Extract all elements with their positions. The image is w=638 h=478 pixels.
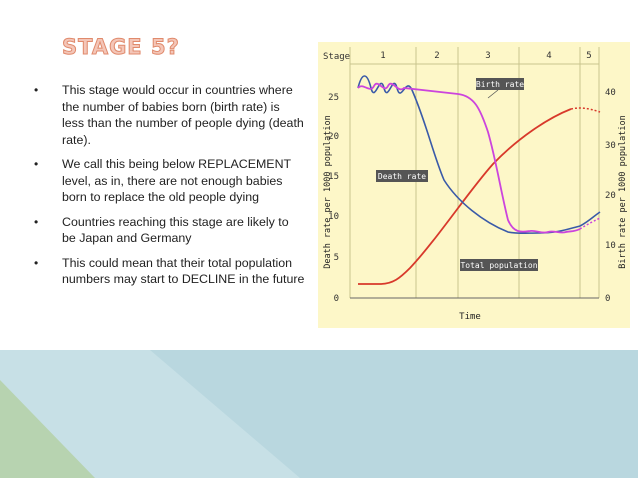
stage-2-label: 2 [434, 51, 439, 61]
death-rate-curve [357, 75, 601, 235]
birth-rate-callout-text: Birth rate [476, 80, 524, 89]
bullet-text: This stage would occur in countries wher… [62, 83, 304, 147]
right-tick: 0 [605, 294, 610, 304]
bullet-item: • Countries reaching this stage are likel… [30, 214, 305, 247]
bullet-dot-icon: • [34, 157, 39, 171]
bullet-item: • We call this being below REPLACEMENT le… [30, 156, 305, 206]
bullet-item: • This could mean that their total popula… [30, 255, 305, 288]
birth-rate-curve [357, 82, 581, 234]
bullet-dot-icon: • [34, 214, 39, 229]
stage-5-label: 5 [586, 51, 591, 61]
birth-rate-callout: Birth rate [476, 78, 524, 99]
left-tick: 15 [328, 172, 339, 182]
total-population-projection [570, 107, 601, 113]
diagram-svg: Stage 1 2 3 4 5 25 20 15 10 5 0 40 30 20… [323, 47, 628, 322]
bullet-list: • This stage would occur in countries whe… [30, 82, 305, 296]
total-population-callout-text: Total population [460, 261, 537, 270]
stage-header-label: Stage [323, 52, 350, 62]
total-population-callout: Total population [460, 259, 538, 271]
demographic-transition-diagram: Stage 1 2 3 4 5 25 20 15 10 5 0 40 30 20… [318, 42, 630, 328]
right-tick: 20 [605, 191, 616, 201]
x-axis-title: Time [459, 312, 481, 322]
bullet-text: We call this being below REPLACEMENT lev… [62, 157, 291, 204]
bullet-text: This could mean that their total populat… [62, 255, 305, 287]
bullet-text: Countries reaching this stage are likely… [62, 214, 289, 246]
right-tick: 30 [605, 141, 616, 151]
right-axis-title: Birth rate per 1000 population [618, 115, 628, 269]
stage-3-label: 3 [485, 51, 490, 61]
bullet-dot-icon: • [34, 255, 39, 270]
total-population-curve [358, 108, 572, 285]
left-axis-title: Death rate per 1000 population [323, 115, 333, 269]
left-tick: 5 [334, 253, 339, 263]
stage-4-label: 4 [546, 51, 551, 61]
left-tick: 25 [328, 93, 339, 103]
death-rate-callout: Death rate [376, 170, 428, 182]
left-tick: 0 [334, 294, 339, 304]
left-tick: 10 [328, 212, 339, 222]
left-tick: 20 [328, 132, 339, 142]
bullet-item: • This stage would occur in countries whe… [30, 82, 305, 148]
right-tick: 10 [605, 241, 616, 251]
birth-rate-projection [579, 217, 601, 230]
bullet-dot-icon: • [34, 83, 39, 97]
right-tick: 40 [605, 88, 616, 98]
death-rate-callout-text: Death rate [378, 172, 426, 181]
stage-1-label: 1 [380, 51, 385, 61]
slide-title: STAGE 5? [62, 35, 180, 60]
